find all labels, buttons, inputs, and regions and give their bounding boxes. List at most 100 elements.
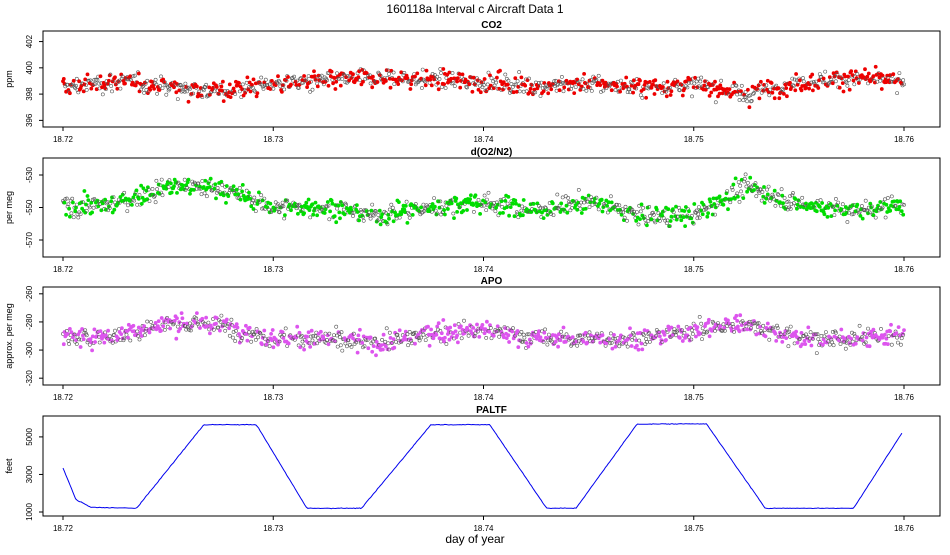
data-point	[604, 341, 609, 346]
data-point	[244, 80, 249, 85]
data-point	[581, 339, 586, 344]
data-point	[326, 83, 331, 88]
data-point	[204, 315, 209, 320]
data-point	[648, 214, 652, 218]
data-point	[361, 218, 366, 223]
data-point	[422, 328, 427, 333]
data-point	[759, 79, 763, 84]
data-point	[455, 333, 460, 338]
data-point	[176, 180, 181, 185]
y-tick-label: 3000	[25, 465, 34, 483]
data-point	[680, 328, 685, 333]
data-point	[837, 338, 841, 343]
data-point	[684, 79, 689, 84]
plot-frame	[42, 30, 941, 128]
data-point	[325, 78, 329, 83]
data-point	[128, 338, 133, 343]
data-point	[269, 331, 274, 336]
data-point	[240, 336, 245, 341]
data-point	[311, 333, 316, 338]
data-point	[76, 90, 81, 95]
data-point	[200, 95, 205, 100]
panel-3: PALTF feet 18.72 18.73 18.74 18.75 18.76 1000 30…	[4, 405, 941, 533]
data-point	[895, 335, 900, 340]
data-point	[252, 88, 257, 93]
data-point	[481, 80, 486, 85]
data-point	[168, 326, 173, 331]
data-point	[391, 219, 396, 224]
data-point	[897, 204, 902, 209]
data-point	[578, 206, 583, 211]
data-point	[511, 90, 516, 95]
data-point	[94, 87, 99, 92]
data-point	[196, 181, 201, 186]
data-point	[281, 83, 286, 88]
data-point	[657, 330, 662, 335]
data-point	[860, 338, 865, 343]
data-point	[741, 196, 746, 201]
data-point	[419, 205, 424, 210]
data-point	[165, 324, 170, 329]
data-point	[739, 189, 743, 194]
data-point	[730, 187, 735, 192]
data-point	[700, 337, 704, 342]
y-tick-label: -260	[25, 285, 34, 302]
data-point	[866, 71, 871, 76]
data-point	[778, 203, 783, 208]
data-point	[71, 78, 76, 83]
data-point	[411, 77, 416, 82]
data-point	[745, 189, 750, 194]
data-point	[654, 333, 659, 338]
data-point	[257, 330, 262, 335]
data-point	[199, 192, 204, 197]
data-point	[628, 326, 632, 331]
data-point	[123, 81, 127, 86]
data-point	[429, 327, 434, 332]
data-point	[794, 72, 799, 76]
data-point	[139, 183, 144, 188]
data-point	[892, 204, 897, 209]
data-point	[262, 328, 267, 333]
data-point	[439, 331, 444, 336]
data-point	[531, 201, 536, 206]
data-point	[568, 208, 573, 213]
data-point	[237, 332, 241, 336]
data-point	[837, 334, 842, 339]
data-point	[262, 196, 267, 201]
data-point	[451, 211, 456, 216]
data-point	[494, 80, 499, 85]
data-point	[503, 198, 508, 203]
data-point	[821, 80, 825, 85]
data-point	[244, 188, 249, 193]
data-point	[705, 214, 710, 219]
data-point	[64, 212, 69, 217]
data-point	[792, 341, 797, 346]
data-point	[442, 339, 447, 344]
data-point	[308, 344, 313, 349]
data-point	[172, 318, 177, 323]
data-point	[549, 212, 554, 216]
data-point	[184, 183, 189, 188]
data-point	[167, 87, 172, 92]
data-point	[878, 200, 883, 204]
data-point	[692, 202, 697, 206]
data-point	[261, 333, 266, 338]
data-point	[389, 202, 394, 207]
data-point	[662, 208, 667, 213]
data-point	[600, 333, 605, 338]
data-point	[570, 335, 575, 340]
data-point	[159, 328, 163, 333]
data-point	[758, 324, 763, 329]
data-point	[342, 212, 347, 217]
data-point	[491, 333, 496, 338]
data-point	[203, 178, 208, 183]
data-point	[749, 99, 754, 103]
data-point	[120, 326, 124, 331]
data-point	[202, 191, 207, 196]
data-point	[139, 201, 144, 206]
data-point	[194, 186, 199, 191]
data-point	[497, 334, 502, 339]
data-point	[296, 203, 301, 208]
data-point	[834, 196, 838, 201]
data-point	[159, 74, 163, 79]
